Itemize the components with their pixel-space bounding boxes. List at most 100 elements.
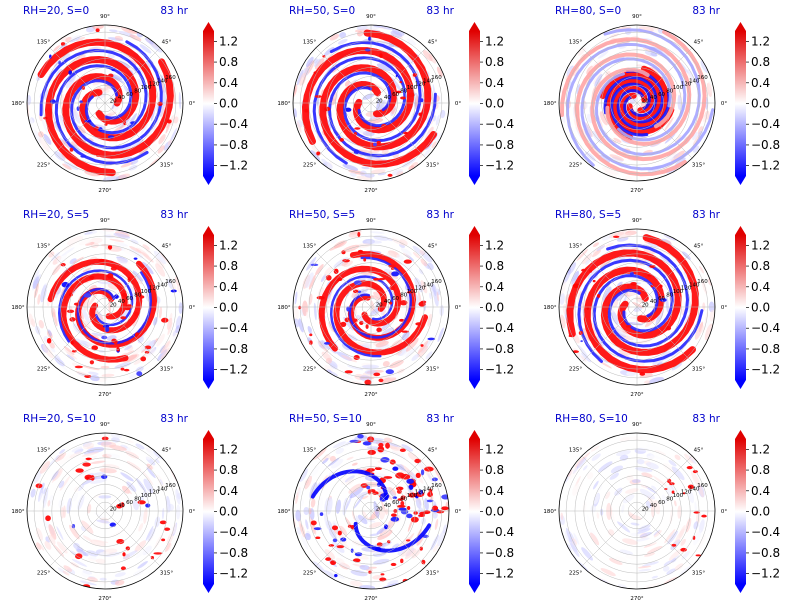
field-speckle bbox=[661, 494, 668, 504]
spiral-band bbox=[327, 71, 437, 158]
convective-cell-positive bbox=[86, 476, 90, 480]
time-label: 83 hr bbox=[160, 209, 188, 221]
colorbar-extend-max bbox=[203, 430, 214, 439]
field-speckle bbox=[96, 519, 111, 524]
field-speckle bbox=[401, 444, 413, 452]
convective-cell-positive bbox=[414, 458, 422, 464]
convective-cell-negative bbox=[133, 257, 138, 260]
angle-tick-label: 0° bbox=[721, 101, 727, 107]
convective-cell-negative bbox=[629, 271, 634, 277]
panel-label: RH=20, S=5 bbox=[23, 209, 89, 221]
field-speckle bbox=[417, 340, 429, 355]
angle-tick-label: 180° bbox=[11, 305, 24, 311]
field-speckle bbox=[660, 157, 675, 166]
polar-plot: 90°45°0°315°270°225°180°135°204060801001… bbox=[543, 209, 780, 398]
field-speckle bbox=[590, 505, 597, 513]
field-speckle bbox=[145, 455, 151, 460]
field-speckle bbox=[386, 252, 395, 258]
colorbar-tick-label: −0.8 bbox=[219, 138, 248, 152]
field-speckle bbox=[144, 37, 154, 45]
convective-cell-positive bbox=[373, 372, 381, 377]
radial-tick-label: 20 bbox=[110, 99, 117, 105]
angle-tick-label: 135° bbox=[303, 243, 316, 249]
convective-cell-positive bbox=[144, 345, 152, 350]
field-speckle bbox=[307, 325, 313, 335]
field-speckle bbox=[140, 340, 152, 352]
field-speckle bbox=[605, 491, 611, 500]
field-speckle bbox=[56, 526, 64, 541]
field-speckle bbox=[420, 258, 428, 267]
field-speckle bbox=[157, 145, 165, 154]
convective-cell-positive bbox=[431, 505, 439, 511]
convective-cell-positive bbox=[140, 356, 147, 362]
colorbar-extend-min bbox=[735, 176, 746, 185]
angular-grid-line bbox=[49, 306, 106, 363]
polar-frame bbox=[292, 228, 450, 386]
field-speckle bbox=[48, 251, 55, 258]
panel-label: RH=50, S=10 bbox=[289, 413, 362, 425]
field-speckle bbox=[590, 532, 600, 546]
field-speckle bbox=[663, 560, 673, 566]
convective-cell-positive bbox=[687, 484, 695, 489]
radial-tick-label: 60 bbox=[392, 92, 399, 98]
radial-tick-label: 40 bbox=[650, 503, 657, 509]
field-layer bbox=[559, 25, 715, 180]
field-speckle bbox=[609, 154, 625, 161]
field-speckle bbox=[329, 363, 338, 370]
convective-cell-positive bbox=[68, 292, 73, 297]
field-speckle bbox=[324, 549, 336, 560]
convective-cell-positive bbox=[376, 542, 383, 547]
polar-frame bbox=[292, 24, 450, 182]
field-speckle bbox=[617, 349, 633, 355]
field-speckle bbox=[583, 101, 588, 109]
panel-label: RH=80, S=10 bbox=[555, 413, 628, 425]
field-speckle bbox=[33, 269, 40, 281]
field-speckle bbox=[366, 240, 382, 244]
angle-tick-label: 270° bbox=[630, 188, 643, 194]
spiral-band bbox=[69, 40, 163, 150]
field-speckle bbox=[62, 163, 72, 170]
field-speckle bbox=[617, 233, 632, 239]
field-speckle bbox=[349, 580, 363, 587]
convective-cell-positive bbox=[405, 539, 411, 542]
field-speckle bbox=[155, 258, 165, 269]
field-speckle bbox=[641, 472, 653, 478]
convective-cell-negative bbox=[79, 100, 83, 104]
field-speckle bbox=[417, 290, 422, 306]
field-speckle bbox=[143, 507, 148, 524]
field-speckle bbox=[323, 47, 335, 56]
field-speckle bbox=[337, 363, 348, 371]
field-speckle bbox=[139, 44, 152, 54]
colorbar: 1.2 0.8 0.4 0.0 −0.4 −0.8 −1.2 bbox=[735, 22, 780, 185]
field-speckle bbox=[692, 145, 700, 153]
convective-cell-positive bbox=[659, 284, 663, 288]
spiral-band bbox=[329, 275, 394, 358]
polar-panel: 90° 45° 0° 315° 270° 225° 180° 135° 20 40 60 80 100 1… bbox=[532, 204, 798, 408]
colorbar-tick-label: 0.8 bbox=[751, 259, 770, 273]
colorbar-bar bbox=[203, 235, 214, 380]
field-speckle bbox=[586, 514, 591, 527]
colorbar-tick-label: 0.0 bbox=[219, 301, 238, 315]
field-speckle bbox=[682, 251, 691, 260]
angle-tick-label: 315° bbox=[692, 367, 705, 373]
polar-plot: 90°45°0°315°270°225°180°135°204060801001… bbox=[277, 209, 514, 398]
field-speckle bbox=[339, 32, 347, 39]
angle-tick-label: 45° bbox=[428, 39, 438, 45]
field-speckle bbox=[400, 545, 414, 557]
convective-cell-positive bbox=[376, 140, 381, 144]
angular-grid-line bbox=[370, 510, 427, 567]
angle-tick-label: 0° bbox=[721, 509, 727, 515]
field-speckle bbox=[305, 56, 314, 68]
field-layer bbox=[293, 434, 449, 589]
polar-grid bbox=[293, 25, 449, 181]
field-speckle bbox=[330, 458, 344, 469]
colorbar-tick-label: 0.0 bbox=[485, 505, 504, 519]
convective-cell-positive bbox=[365, 324, 369, 329]
convective-cell-negative bbox=[80, 155, 87, 158]
radial-tick-label: 20 bbox=[642, 507, 649, 513]
field-speckle bbox=[149, 157, 161, 168]
radial-tick-label: 20 bbox=[376, 507, 383, 513]
field-speckle bbox=[124, 345, 133, 351]
polar-plot: 90°45°0°315°270°225°180°135°204060801001… bbox=[543, 5, 780, 194]
field-speckle bbox=[663, 251, 678, 261]
